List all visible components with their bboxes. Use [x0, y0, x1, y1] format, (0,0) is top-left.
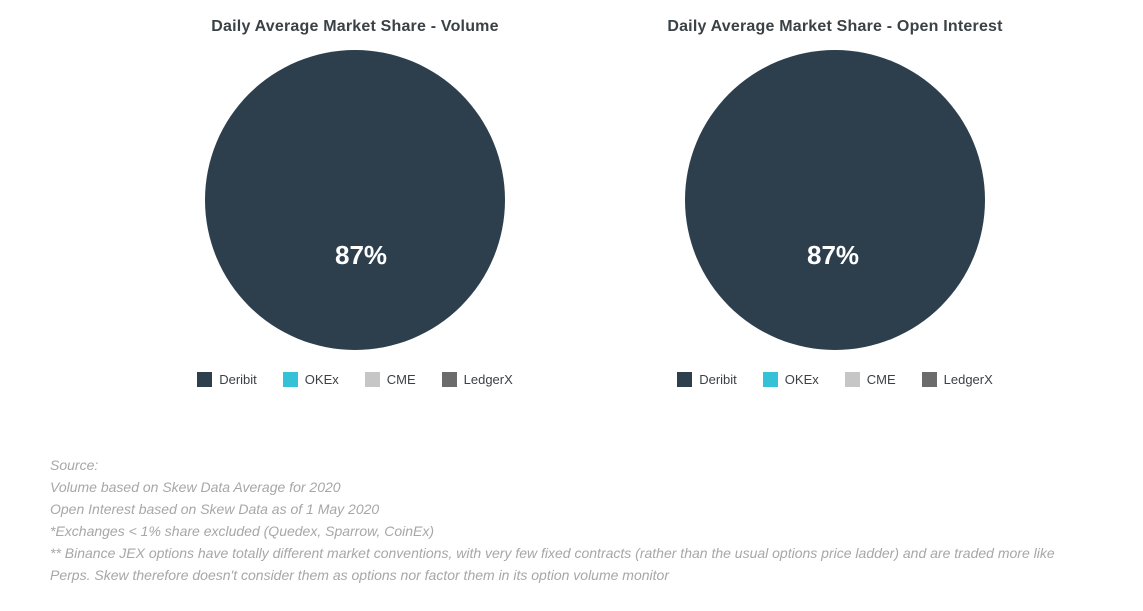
- footer-line: ** Binance JEX options have totally diff…: [50, 542, 1093, 586]
- legend-swatch-okex: [283, 372, 298, 387]
- openinterest-chart-block: Daily Average Market Share - Open Intere…: [595, 18, 1075, 387]
- legend-swatch-deribit: [677, 372, 692, 387]
- openinterest-pie: [685, 50, 985, 350]
- volume-chart-title: Daily Average Market Share - Volume: [115, 18, 595, 36]
- openinterest-percent-label: 87%: [807, 240, 859, 271]
- legend-item: Deribit: [677, 372, 737, 387]
- legend-label: LedgerX: [944, 372, 993, 387]
- footer-line: Source:: [50, 454, 1093, 476]
- legend-item: LedgerX: [922, 372, 993, 387]
- legend-label: Deribit: [219, 372, 257, 387]
- volume-percent-label: 87%: [335, 240, 387, 271]
- openinterest-pie-wrap: 87%: [685, 50, 985, 350]
- legend-label: Deribit: [699, 372, 737, 387]
- legend-item: CME: [845, 372, 896, 387]
- legend-item: Deribit: [197, 372, 257, 387]
- legend-label: CME: [387, 372, 416, 387]
- legend-item: LedgerX: [442, 372, 513, 387]
- footer-source-block: Source: Volume based on Skew Data Averag…: [50, 454, 1093, 586]
- footer-line: *Exchanges < 1% share excluded (Quedex, …: [50, 520, 1093, 542]
- volume-pie-wrap: 87%: [205, 50, 505, 350]
- legend-item: OKEx: [283, 372, 339, 387]
- legend-swatch-deribit: [197, 372, 212, 387]
- legend-item: OKEx: [763, 372, 819, 387]
- page-container: Daily Average Market Share - Volume 87% …: [0, 0, 1143, 611]
- legend-swatch-okex: [763, 372, 778, 387]
- legend-label: LedgerX: [464, 372, 513, 387]
- legend-swatch-cme: [845, 372, 860, 387]
- legend-swatch-cme: [365, 372, 380, 387]
- volume-legend: Deribit OKEx CME LedgerX: [115, 372, 595, 387]
- legend-swatch-ledgerx: [442, 372, 457, 387]
- legend-label: OKEx: [785, 372, 819, 387]
- footer-line: Open Interest based on Skew Data as of 1…: [50, 498, 1093, 520]
- openinterest-legend: Deribit OKEx CME LedgerX: [595, 372, 1075, 387]
- volume-chart-block: Daily Average Market Share - Volume 87% …: [115, 18, 595, 387]
- volume-pie: [205, 50, 505, 350]
- legend-swatch-ledgerx: [922, 372, 937, 387]
- legend-label: CME: [867, 372, 896, 387]
- openinterest-chart-title: Daily Average Market Share - Open Intere…: [595, 18, 1075, 36]
- legend-item: CME: [365, 372, 416, 387]
- footer-line: Volume based on Skew Data Average for 20…: [50, 476, 1093, 498]
- legend-label: OKEx: [305, 372, 339, 387]
